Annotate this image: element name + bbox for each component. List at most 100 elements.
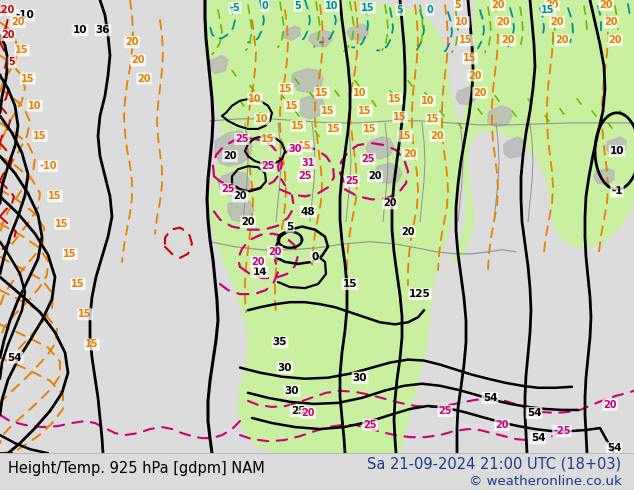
Text: 15: 15 — [361, 3, 375, 13]
Text: 25: 25 — [438, 406, 452, 416]
Text: 15: 15 — [33, 131, 47, 141]
Text: 15: 15 — [358, 106, 372, 116]
Text: 5: 5 — [287, 221, 294, 232]
Text: 20: 20 — [495, 420, 508, 430]
Text: 20: 20 — [223, 151, 236, 161]
Text: -1: -1 — [611, 186, 623, 196]
Text: 15: 15 — [459, 35, 473, 45]
Text: 125: 125 — [409, 289, 431, 299]
Text: -10: -10 — [39, 161, 57, 171]
Text: 20: 20 — [11, 17, 25, 27]
Text: 15: 15 — [15, 46, 29, 55]
Text: 15: 15 — [48, 192, 61, 201]
Text: 25: 25 — [261, 161, 275, 171]
Text: 20: 20 — [126, 37, 139, 48]
Text: 15: 15 — [78, 309, 92, 319]
Text: 15: 15 — [388, 94, 402, 104]
Text: 0: 0 — [262, 1, 268, 11]
Text: 10: 10 — [29, 101, 42, 111]
Text: 20: 20 — [555, 35, 569, 45]
Text: 30: 30 — [278, 363, 292, 372]
Text: 15: 15 — [63, 249, 77, 259]
Text: 20: 20 — [383, 198, 397, 208]
Text: 20: 20 — [469, 71, 482, 80]
Polygon shape — [228, 199, 254, 221]
Polygon shape — [578, 0, 634, 25]
Polygon shape — [208, 55, 228, 74]
Text: 20: 20 — [501, 35, 515, 45]
Text: 25: 25 — [291, 406, 305, 416]
Polygon shape — [218, 171, 250, 196]
Text: 15: 15 — [298, 141, 312, 151]
Text: 14: 14 — [253, 267, 268, 277]
Text: 15: 15 — [22, 74, 35, 84]
Text: 15: 15 — [321, 106, 335, 116]
Text: Height/Temp. 925 hPa [gdpm] NAM: Height/Temp. 925 hPa [gdpm] NAM — [8, 461, 264, 476]
Text: 10: 10 — [256, 114, 269, 124]
Text: 15: 15 — [315, 88, 329, 98]
Text: 15: 15 — [261, 134, 275, 144]
Text: 20: 20 — [473, 88, 487, 98]
Text: 5: 5 — [9, 57, 15, 68]
Text: 20: 20 — [251, 257, 265, 267]
Text: 54: 54 — [482, 393, 497, 403]
Polygon shape — [347, 24, 368, 40]
Text: 15: 15 — [463, 53, 477, 63]
Text: 36: 36 — [96, 25, 110, 35]
Polygon shape — [298, 95, 325, 119]
Text: 15: 15 — [291, 121, 305, 131]
Text: Sa 21-09-2024 21:00 UTC (18+03): Sa 21-09-2024 21:00 UTC (18+03) — [367, 456, 621, 471]
Text: 30: 30 — [285, 386, 299, 396]
Text: 15: 15 — [327, 124, 340, 134]
Text: -10: -10 — [16, 10, 34, 20]
Text: 20: 20 — [491, 0, 505, 10]
Text: 10: 10 — [353, 88, 366, 98]
Polygon shape — [283, 26, 300, 40]
Polygon shape — [452, 0, 634, 262]
Text: 20: 20 — [430, 131, 444, 141]
Polygon shape — [488, 106, 512, 127]
Text: 54: 54 — [8, 353, 22, 363]
Text: 0: 0 — [311, 252, 319, 262]
Text: 10: 10 — [421, 96, 435, 106]
Text: © weatheronline.co.uk: © weatheronline.co.uk — [469, 475, 621, 489]
Text: 10: 10 — [325, 1, 339, 11]
Polygon shape — [594, 168, 614, 184]
Text: 10: 10 — [610, 146, 624, 156]
Text: 5: 5 — [455, 0, 462, 10]
Text: 10: 10 — [249, 94, 262, 104]
Text: 20: 20 — [1, 30, 15, 40]
Text: 25: 25 — [298, 172, 312, 181]
Text: 20: 20 — [368, 172, 382, 181]
Text: 20: 20 — [403, 149, 417, 159]
Text: 20: 20 — [233, 192, 247, 201]
Text: 54: 54 — [531, 433, 545, 443]
Polygon shape — [292, 69, 323, 93]
Text: 15: 15 — [541, 5, 555, 15]
Text: 20: 20 — [550, 17, 564, 27]
Text: 20: 20 — [496, 17, 510, 27]
Text: 25: 25 — [221, 184, 235, 195]
Text: 25: 25 — [363, 420, 377, 430]
Polygon shape — [456, 87, 476, 105]
Text: 120: 120 — [0, 5, 15, 15]
Text: 30: 30 — [288, 144, 302, 154]
Text: -25: -25 — [553, 426, 571, 436]
Text: 20: 20 — [131, 55, 145, 66]
Text: 15: 15 — [279, 84, 293, 94]
Text: 20: 20 — [599, 0, 612, 10]
Text: 10: 10 — [455, 17, 469, 27]
Text: 15: 15 — [393, 112, 407, 122]
Text: 15: 15 — [398, 131, 411, 141]
Text: 54: 54 — [607, 443, 621, 453]
Text: 20: 20 — [603, 400, 617, 410]
Text: 15: 15 — [55, 219, 68, 229]
Polygon shape — [215, 131, 252, 166]
Text: 20: 20 — [608, 35, 622, 45]
Text: 25: 25 — [346, 176, 359, 186]
Text: 15: 15 — [71, 279, 85, 289]
Text: 20: 20 — [301, 408, 314, 418]
Text: 20: 20 — [545, 0, 559, 10]
Text: 20: 20 — [604, 17, 618, 27]
Polygon shape — [205, 0, 462, 453]
